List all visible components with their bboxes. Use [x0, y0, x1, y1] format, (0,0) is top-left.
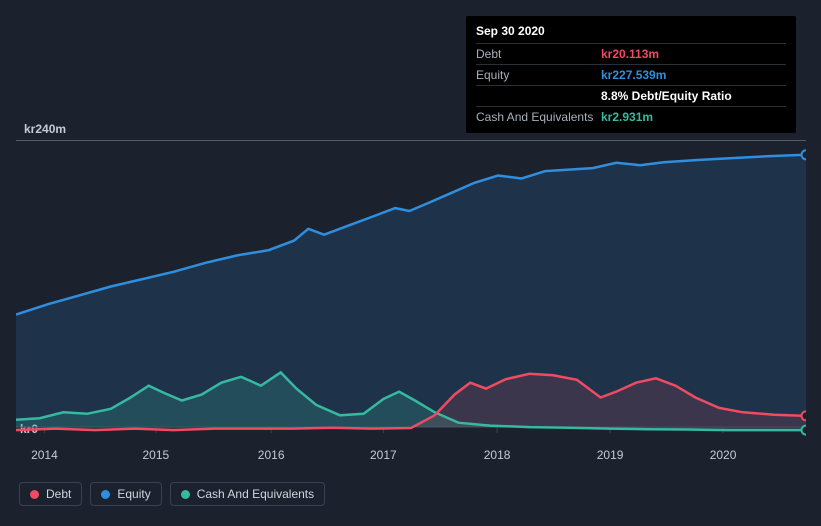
- chart-legend: Debt Equity Cash And Equivalents: [19, 482, 325, 506]
- legend-swatch: [101, 490, 110, 499]
- series-end-marker-debt: [802, 411, 807, 420]
- legend-label: Debt: [46, 487, 71, 501]
- legend-label: Equity: [117, 487, 150, 501]
- legend-item-debt[interactable]: Debt: [19, 482, 82, 506]
- tooltip-row: Cash And Equivalentskr2.931m: [476, 106, 786, 127]
- tooltip-row: Equitykr227.539m: [476, 64, 786, 85]
- series-end-marker-equity: [802, 150, 807, 159]
- tooltip-row-label: [476, 87, 601, 105]
- tooltip-row-label: Cash And Equivalents: [476, 108, 601, 126]
- x-axis-tick: 2017: [370, 448, 397, 462]
- tooltip-row: Debtkr20.113m: [476, 43, 786, 64]
- legend-label: Cash And Equivalents: [197, 487, 314, 501]
- x-axis-tick: 2019: [597, 448, 624, 462]
- legend-swatch: [181, 490, 190, 499]
- tooltip-row-value: kr2.931m: [601, 108, 653, 126]
- tooltip-row-label: Equity: [476, 66, 601, 84]
- tooltip-row-value: kr227.539m: [601, 66, 666, 84]
- chart-tooltip: Sep 30 2020 Debtkr20.113mEquitykr227.539…: [466, 16, 796, 133]
- legend-swatch: [30, 490, 39, 499]
- tooltip-row-value: kr20.113m: [601, 45, 659, 63]
- legend-item-cash-and-equivalents[interactable]: Cash And Equivalents: [170, 482, 325, 506]
- legend-item-equity[interactable]: Equity: [90, 482, 161, 506]
- series-end-marker-cash: [802, 426, 807, 435]
- tooltip-row-label: Debt: [476, 45, 601, 63]
- financial-chart: [16, 140, 806, 436]
- x-axis-tick: 2014: [31, 448, 58, 462]
- tooltip-date: Sep 30 2020: [476, 22, 786, 40]
- tooltip-row: 8.8% Debt/Equity Ratio: [476, 85, 786, 106]
- y-axis-label: kr240m: [24, 122, 66, 136]
- x-axis-tick: 2020: [710, 448, 737, 462]
- x-axis-tick: 2016: [258, 448, 285, 462]
- x-axis-tick: 2015: [142, 448, 169, 462]
- tooltip-row-value: 8.8% Debt/Equity Ratio: [601, 87, 732, 105]
- series-fill-equity: [16, 155, 806, 427]
- x-axis-tick: 2018: [484, 448, 511, 462]
